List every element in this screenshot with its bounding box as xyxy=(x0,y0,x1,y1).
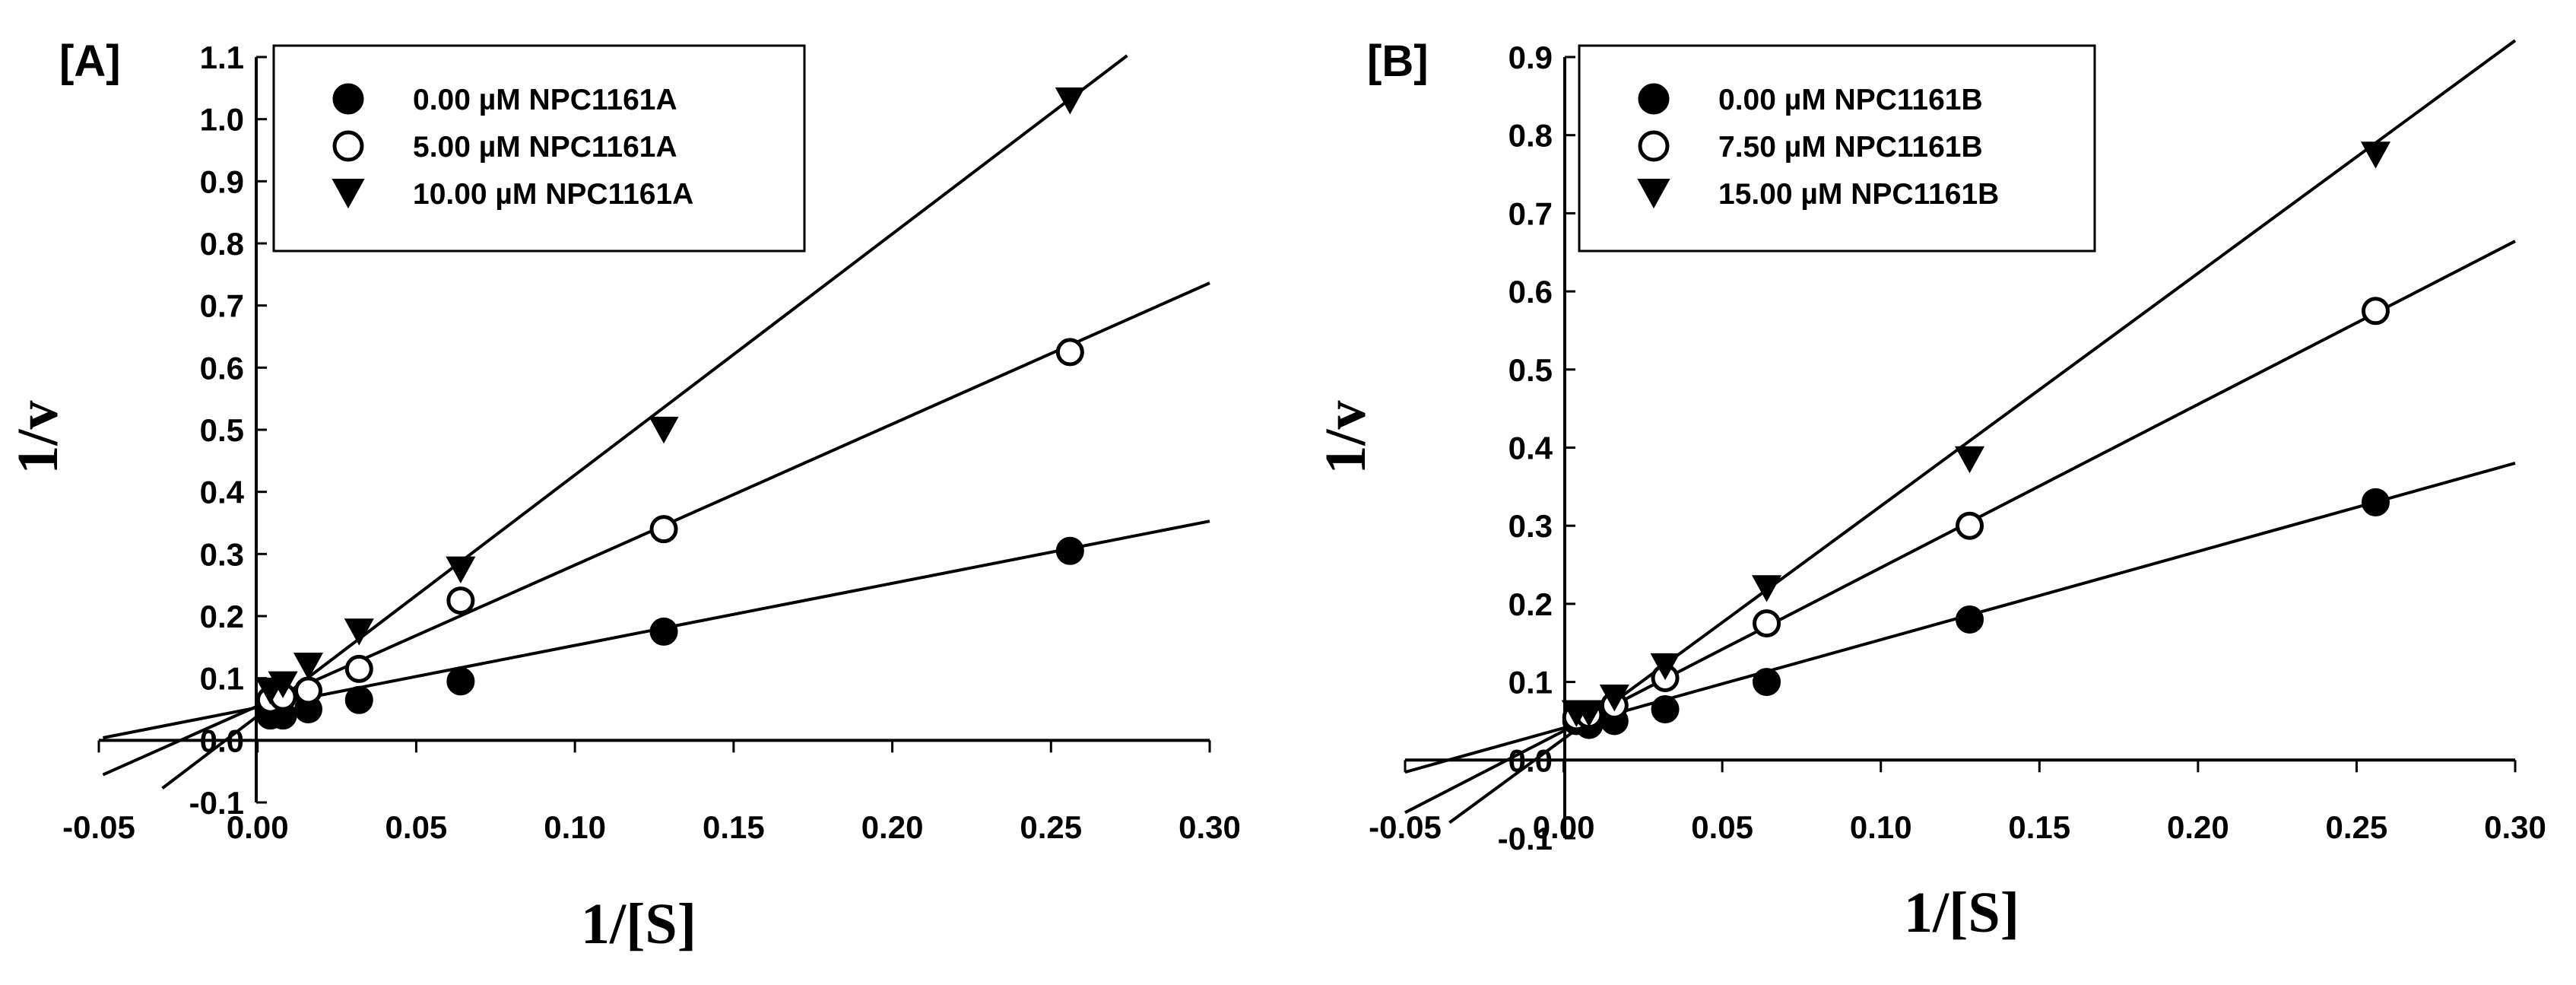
legend-label-series-2: 15.00 µM NPC1161B xyxy=(1718,178,1999,211)
data-point-series-0 xyxy=(1651,695,1680,724)
y-axis-label: 1/v xyxy=(6,400,70,474)
data-point-series-2 xyxy=(293,653,324,680)
x-tick-label: 0.05 xyxy=(385,809,448,845)
x-tick-label: 0.05 xyxy=(1691,809,1753,845)
y-tick-label: 0.8 xyxy=(1508,118,1553,154)
data-point-series-0 xyxy=(344,685,373,714)
panel-b: -0.10.00.10.20.30.40.50.60.70.80.9-0.05 0… xyxy=(1314,37,2546,945)
x-tick-label: 0.20 xyxy=(2167,809,2229,845)
data-point-series-0 xyxy=(446,667,475,696)
legend-label-series-2: 10.00 µM NPC1161A xyxy=(413,178,693,211)
x-tick-label: 0.10 xyxy=(1850,809,1912,845)
legend-marker-series-1 xyxy=(1638,130,1670,162)
data-point-series-2 xyxy=(1954,446,1985,474)
y-tick-label: 0.7 xyxy=(1508,195,1553,231)
x-tick-label: 0.15 xyxy=(2008,809,2070,845)
y-tick-label: 0.6 xyxy=(1508,274,1553,310)
x-tick-label: 0.20 xyxy=(861,809,924,845)
data-point-series-0 xyxy=(1956,605,1984,634)
data-point-series-1 xyxy=(649,515,678,544)
y-axis-label: 1/v xyxy=(1314,400,1378,474)
data-point-series-0 xyxy=(1753,668,1781,697)
panel-a: -0.10.00.10.20.30.40.50.60.70.80.91.01.1… xyxy=(6,37,1241,956)
y-tick-label: 0.8 xyxy=(200,226,244,262)
data-point-series-1 xyxy=(1753,609,1781,638)
y-tick-label: 0.2 xyxy=(200,599,244,634)
y-tick-label: 0.1 xyxy=(1508,665,1553,701)
legend-marker-series-2 xyxy=(332,178,365,209)
data-point-series-0 xyxy=(649,617,678,646)
y-tick-label: -0.1 xyxy=(189,785,244,821)
x-tick-label: 0.00 xyxy=(227,809,289,845)
fit-line-series-2 xyxy=(161,54,1128,790)
y-tick-label: 0.2 xyxy=(1508,586,1553,622)
data-point-series-1 xyxy=(1055,338,1084,367)
y-tick-label: 0.4 xyxy=(200,475,245,510)
legend-label-series-0: 0.00 µM NPC1161A xyxy=(413,84,677,116)
legend-marker-series-2 xyxy=(1637,178,1670,209)
data-point-series-2 xyxy=(1574,700,1604,727)
data-point-series-1 xyxy=(446,586,475,615)
legend-marker-series-0 xyxy=(332,83,364,115)
x-tick-label: 0.00 xyxy=(1533,809,1595,845)
x-tick-label: 0.10 xyxy=(544,809,606,845)
y-tick-label: 0.9 xyxy=(1508,40,1553,75)
x-tick-label: 0.15 xyxy=(703,809,765,845)
data-point-series-2 xyxy=(2360,141,2391,169)
x-tick-label: 0.30 xyxy=(1179,809,1241,845)
y-tick-label: 0.5 xyxy=(200,412,244,448)
data-point-series-0 xyxy=(2361,488,2390,516)
fit-line-series-2 xyxy=(1448,39,2517,825)
legend-marker-series-0 xyxy=(1638,83,1670,115)
y-tick-label: 0.4 xyxy=(1508,431,1553,466)
x-tick-label: 0.25 xyxy=(2326,809,2388,845)
x-tick-label: -0.05 xyxy=(1369,809,1442,845)
x-tick-label: -0.05 xyxy=(62,809,135,845)
x-axis-label: 1/[S] xyxy=(581,892,696,956)
panel-label: [B] xyxy=(1367,37,1429,86)
data-point-series-2 xyxy=(1650,653,1680,681)
data-point-series-0 xyxy=(1055,536,1084,565)
data-point-series-1 xyxy=(1956,511,1984,540)
y-tick-label: 0.9 xyxy=(200,164,244,199)
data-point-series-1 xyxy=(344,654,373,683)
x-tick-label: 0.30 xyxy=(2484,809,2546,845)
x-tick-label: 0.25 xyxy=(1020,809,1082,845)
y-tick-label: 1.0 xyxy=(200,102,244,138)
data-point-series-2 xyxy=(268,671,298,699)
y-tick-label: 0.1 xyxy=(200,661,244,697)
data-point-series-2 xyxy=(1599,684,1629,712)
data-point-series-2 xyxy=(1751,575,1782,602)
data-point-series-2 xyxy=(446,556,476,583)
y-tick-label: 0.6 xyxy=(200,350,244,386)
x-axis-label: 1/[S] xyxy=(1904,881,2019,945)
y-tick-label: 1.1 xyxy=(200,40,244,75)
legend-label-series-1: 5.00 µM NPC1161A xyxy=(413,131,677,164)
legend-label-series-0: 0.00 µM NPC1161B xyxy=(1718,84,1983,116)
y-tick-label: 0.3 xyxy=(200,536,244,572)
y-tick-label: -0.1 xyxy=(1498,821,1553,856)
panel-label: [A] xyxy=(59,37,121,86)
y-tick-label: 0.7 xyxy=(200,288,244,324)
data-point-series-2 xyxy=(1055,87,1085,115)
y-tick-label: 0.3 xyxy=(1508,508,1553,544)
y-tick-label: 0.5 xyxy=(1508,352,1553,388)
data-point-series-1 xyxy=(294,676,323,705)
legend-marker-series-1 xyxy=(332,130,364,162)
data-point-series-1 xyxy=(2361,297,2390,326)
data-point-series-2 xyxy=(649,416,679,444)
data-point-series-2 xyxy=(344,618,374,646)
legend-label-series-1: 7.50 µM NPC1161B xyxy=(1718,131,1983,164)
